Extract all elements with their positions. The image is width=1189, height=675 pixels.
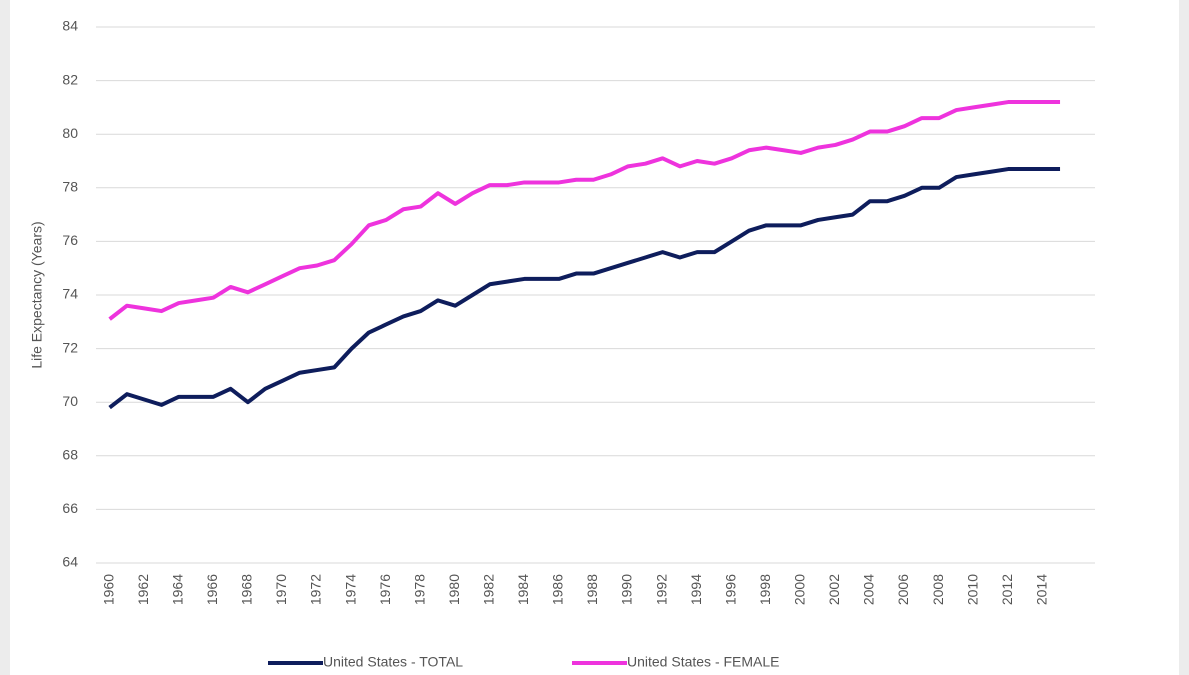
y-tick-label: 64 [62,554,78,570]
x-tick-label: 1988 [584,574,600,605]
x-tick-label: 1974 [342,574,358,605]
x-tick-label: 1992 [653,574,669,605]
x-tick-label: 1964 [169,574,185,605]
x-tick-label: 2010 [964,574,980,605]
x-tick-label: 1966 [204,574,220,605]
y-tick-label: 76 [62,232,78,248]
y-tick-label: 84 [62,18,78,34]
x-tick-label: 2008 [930,574,946,605]
x-tick-label: 1962 [135,574,151,605]
x-tick-label: 2000 [792,574,808,605]
x-tick-label: 1972 [308,574,324,605]
y-tick-label: 74 [62,286,78,302]
x-tick-label: 2012 [999,574,1015,605]
y-tick-label: 78 [62,179,78,195]
series-line [108,167,1061,410]
y-tick-label: 70 [62,393,78,409]
x-tick-label: 1984 [515,574,531,605]
y-tick-label: 82 [62,71,78,87]
y-tick-label: 68 [62,447,78,463]
y-tick-label: 72 [62,339,78,355]
legend-label: United States - FEMALE [627,654,780,670]
x-tick-label: 1998 [757,574,773,605]
y-tick-label: 66 [62,500,78,516]
x-tick-label: 1980 [446,574,462,605]
y-tick-label: 80 [62,125,78,141]
x-tick-label: 1970 [273,574,289,605]
x-tick-label: 2004 [861,574,877,605]
x-tick-label: 2002 [826,574,842,605]
legend-label: United States - TOTAL [323,654,463,670]
x-tick-label: 1982 [481,574,497,605]
x-tick-label: 2014 [1033,574,1049,605]
x-tick-label: 1996 [722,574,738,605]
x-tick-label: 1986 [550,574,566,605]
series-line [108,100,1061,321]
x-tick-label: 1976 [377,574,393,605]
x-tick-label: 2006 [895,574,911,605]
y-axis-label: Life Expectancy (Years) [29,221,45,368]
x-tick-label: 1994 [688,574,704,605]
x-tick-label: 1990 [619,574,635,605]
x-tick-label: 1978 [411,574,427,605]
x-tick-label: 1968 [239,574,255,605]
x-tick-label: 1960 [100,574,116,605]
